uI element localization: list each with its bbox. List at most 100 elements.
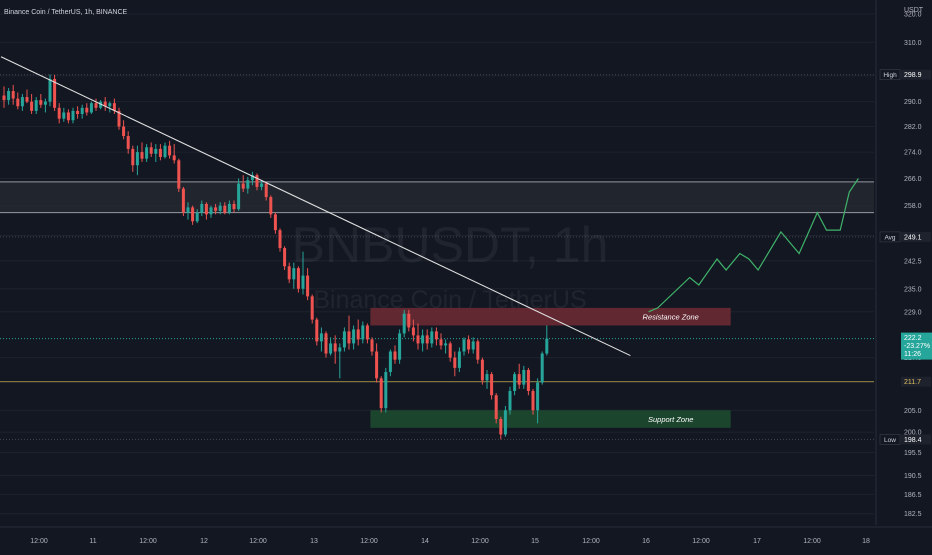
candle bbox=[25, 89, 29, 104]
candle-body bbox=[283, 248, 287, 267]
candle bbox=[43, 98, 47, 113]
candle-body bbox=[223, 205, 227, 213]
candle-body bbox=[2, 95, 6, 101]
candle-body bbox=[494, 395, 498, 419]
candle-body bbox=[30, 101, 34, 111]
candle bbox=[117, 107, 121, 130]
price-label-box bbox=[879, 231, 901, 243]
candle bbox=[112, 98, 116, 114]
candle bbox=[191, 205, 195, 225]
candle-body bbox=[398, 333, 402, 360]
price-tick-label: 200.0 bbox=[904, 430, 922, 437]
candle-body bbox=[246, 180, 250, 189]
candle-body bbox=[453, 357, 457, 368]
price-tick-label: 195.5 bbox=[904, 450, 922, 457]
candle-body bbox=[108, 103, 112, 107]
candle-body bbox=[407, 313, 411, 328]
candle-body bbox=[375, 351, 379, 379]
candle-body bbox=[241, 183, 245, 189]
candle bbox=[402, 309, 406, 338]
candle-body bbox=[62, 112, 66, 119]
candle bbox=[379, 376, 383, 413]
price-label-name: High bbox=[883, 72, 897, 79]
candle bbox=[365, 323, 369, 344]
candle bbox=[471, 337, 475, 354]
price-tick-label: 282.0 bbox=[904, 124, 922, 131]
candle-body bbox=[319, 333, 323, 342]
level-tag-box bbox=[901, 376, 931, 387]
candle bbox=[195, 209, 199, 224]
candle-body bbox=[80, 107, 84, 114]
candle-body bbox=[490, 374, 494, 396]
candle-body bbox=[384, 372, 388, 409]
price-label-box bbox=[879, 69, 901, 80]
candle bbox=[273, 212, 277, 234]
candle-body bbox=[388, 351, 392, 373]
candle-body bbox=[11, 90, 15, 99]
candle-body bbox=[255, 175, 259, 187]
candle-body bbox=[66, 112, 70, 121]
current-price-countdown: 11:26 bbox=[904, 351, 921, 358]
candle-body bbox=[292, 268, 296, 280]
candle bbox=[260, 180, 264, 191]
time-axis[interactable]: 12:00 11 12:00 12 12:00 13 12:00 14 12:00 15 12:00… bbox=[0, 526, 932, 545]
candle bbox=[62, 107, 66, 122]
time-tick-label: 11 bbox=[89, 538, 96, 545]
candle bbox=[250, 171, 254, 186]
range-box bbox=[0, 181, 874, 213]
candle-body bbox=[402, 313, 406, 334]
candle bbox=[20, 94, 24, 111]
candle-body bbox=[342, 331, 346, 348]
candle-body bbox=[168, 145, 172, 156]
candle bbox=[384, 367, 388, 413]
candle bbox=[476, 339, 480, 364]
candle-body bbox=[545, 338, 549, 354]
candle-body bbox=[540, 353, 544, 383]
level-tag-value: 211.7 bbox=[904, 379, 921, 386]
candle bbox=[434, 327, 438, 346]
price-label-value-box bbox=[901, 69, 931, 80]
candle-body bbox=[140, 152, 144, 159]
candle bbox=[421, 329, 425, 352]
candle bbox=[517, 363, 521, 389]
candle-body bbox=[448, 343, 452, 358]
candle bbox=[490, 372, 494, 400]
candle bbox=[181, 186, 185, 217]
candle bbox=[439, 333, 443, 350]
candle-body bbox=[508, 390, 512, 411]
candle-body bbox=[195, 212, 199, 222]
candle bbox=[140, 142, 144, 162]
candle bbox=[145, 144, 149, 162]
candle-body bbox=[172, 155, 176, 161]
candle-body bbox=[232, 203, 236, 210]
candle bbox=[315, 317, 319, 346]
candle bbox=[11, 84, 15, 105]
time-tick-label: 12:00 bbox=[692, 538, 710, 545]
candle-body bbox=[154, 148, 158, 154]
price-tick-label: 235.0 bbox=[904, 286, 922, 293]
watermark-symbol: BNBUSDT, 1h bbox=[292, 217, 609, 273]
candle bbox=[2, 86, 6, 108]
time-tick-label: 12:00 bbox=[471, 538, 489, 545]
candle bbox=[66, 109, 70, 124]
candle-body bbox=[53, 78, 57, 108]
time-tick-label: 12:00 bbox=[803, 538, 821, 545]
candle-body bbox=[411, 327, 415, 336]
candle-body bbox=[324, 333, 328, 354]
price-tick-label: 229.0 bbox=[904, 309, 922, 316]
resistance-zone bbox=[370, 307, 731, 326]
candle bbox=[467, 335, 471, 354]
candle bbox=[526, 367, 530, 396]
candle-body bbox=[71, 110, 75, 121]
candle bbox=[57, 103, 61, 124]
candle-body bbox=[227, 203, 231, 213]
candle bbox=[333, 335, 337, 364]
resistance-zone-label: Resistance Zone bbox=[643, 313, 699, 322]
candle bbox=[232, 200, 236, 213]
candle bbox=[388, 349, 392, 377]
candle-body bbox=[361, 325, 365, 340]
candle bbox=[39, 94, 43, 108]
candle-body bbox=[365, 325, 369, 340]
